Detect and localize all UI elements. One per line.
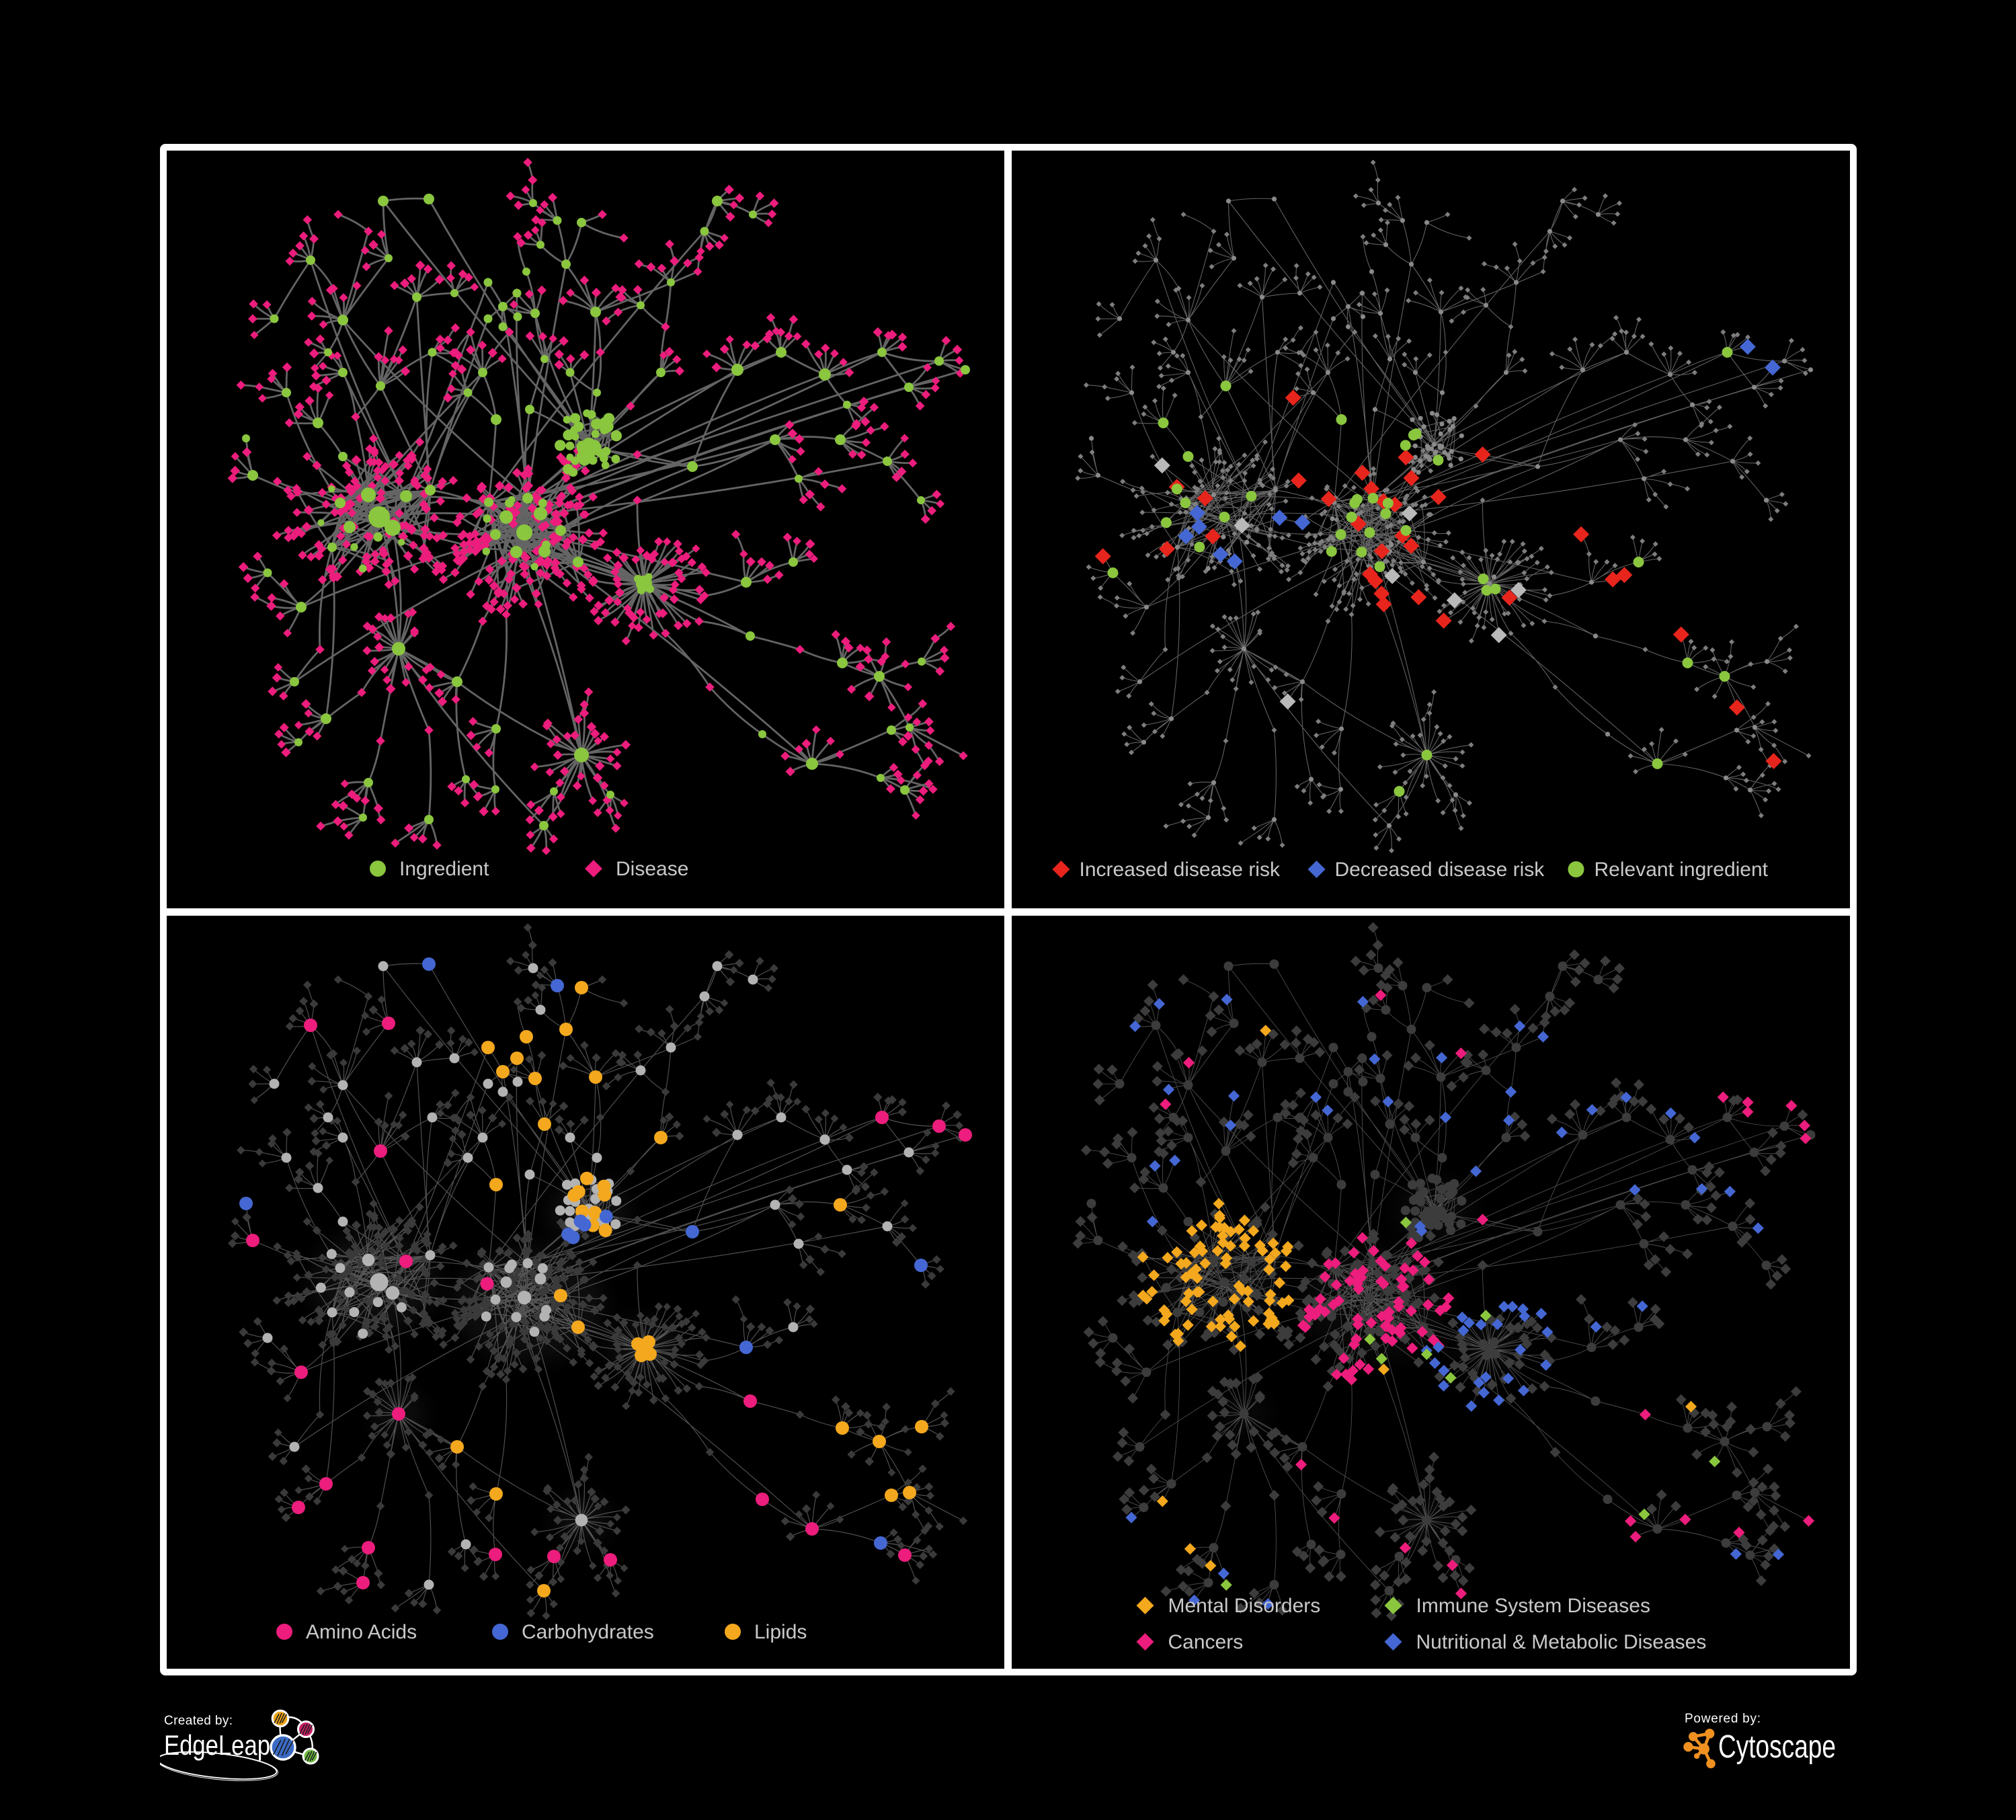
svg-text:Mental Disorders: Mental Disorders xyxy=(1168,1595,1321,1617)
svg-text:EdgeLeap: EdgeLeap xyxy=(164,1729,270,1761)
svg-text:Ingredient: Ingredient xyxy=(399,858,489,880)
svg-text:Created by:: Created by: xyxy=(164,1714,233,1728)
svg-text:Carbohydrates: Carbohydrates xyxy=(522,1621,654,1643)
svg-text:Increased disease risk: Increased disease risk xyxy=(1080,859,1281,881)
svg-text:Lipids: Lipids xyxy=(754,1621,807,1643)
svg-text:Decreased disease risk: Decreased disease risk xyxy=(1335,859,1545,881)
svg-text:Cytoscape: Cytoscape xyxy=(1718,1729,1836,1765)
svg-text:Relevant ingredient: Relevant ingredient xyxy=(1595,859,1769,881)
svg-text:Disease: Disease xyxy=(616,858,688,880)
svg-text:Powered by:: Powered by: xyxy=(1685,1712,1761,1726)
svg-text:Nutritional & Metabolic Diseas: Nutritional & Metabolic Diseases xyxy=(1416,1631,1707,1653)
svg-text:Amino Acids: Amino Acids xyxy=(306,1621,417,1643)
svg-text:Immune System Diseases: Immune System Diseases xyxy=(1416,1595,1650,1617)
svg-text:Cancers: Cancers xyxy=(1168,1631,1244,1653)
